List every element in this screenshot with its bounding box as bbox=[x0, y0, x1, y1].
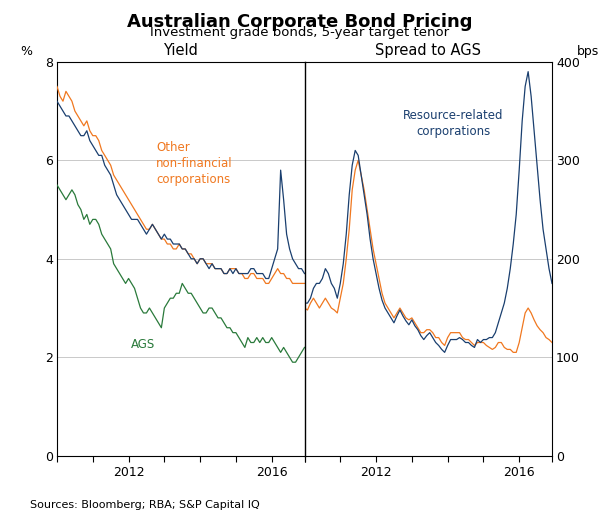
Text: AGS: AGS bbox=[131, 338, 155, 351]
Text: Yield: Yield bbox=[163, 43, 198, 58]
Text: Investment grade bonds, 5-year target tenor: Investment grade bonds, 5-year target te… bbox=[151, 26, 449, 39]
Text: bps: bps bbox=[577, 45, 599, 58]
Text: Resource-related
corporations: Resource-related corporations bbox=[403, 109, 503, 138]
Text: Other
non-financial
corporations: Other non-financial corporations bbox=[156, 141, 233, 185]
Text: %: % bbox=[20, 45, 32, 58]
Text: Sources: Bloomberg; RBA; S&P Capital IQ: Sources: Bloomberg; RBA; S&P Capital IQ bbox=[30, 500, 260, 510]
Text: Australian Corporate Bond Pricing: Australian Corporate Bond Pricing bbox=[127, 13, 473, 31]
Text: Spread to AGS: Spread to AGS bbox=[375, 43, 481, 58]
